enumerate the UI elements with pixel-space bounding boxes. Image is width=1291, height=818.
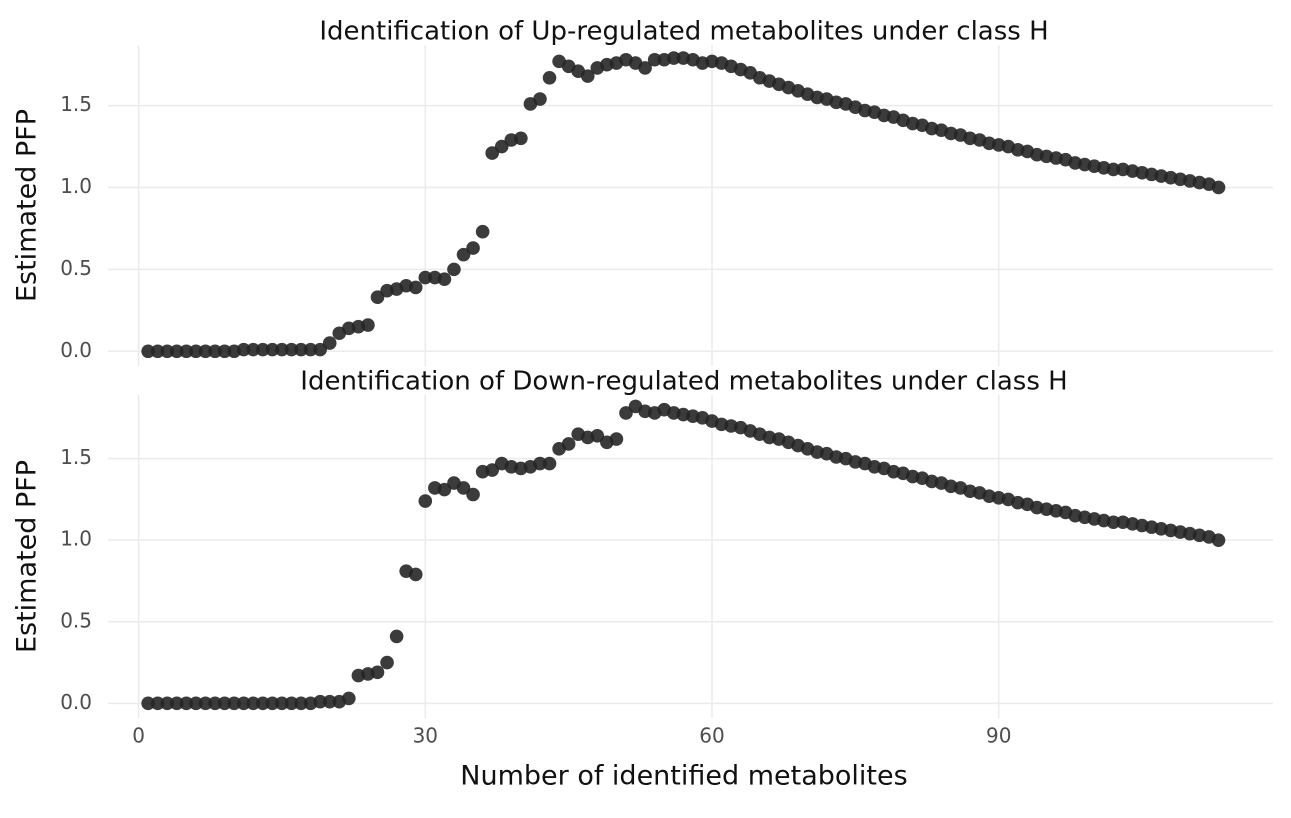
point [1211,180,1226,195]
point [542,456,557,471]
point [370,665,385,680]
point [189,344,203,359]
x-tick-label: 90 [986,724,1011,748]
point [322,694,337,709]
point [494,139,509,154]
x-tick-label: 60 [699,724,724,748]
x-tick-label: 0 [132,724,145,748]
y-tick-label: 1.5 [60,445,92,469]
point [514,131,528,146]
point [533,456,547,471]
point [322,336,337,350]
point [466,241,480,255]
point [389,629,404,644]
point [447,262,461,277]
point [160,344,175,359]
point [150,344,165,359]
point [256,342,270,357]
point [313,342,327,357]
chart-title: Identification of Down-regulated metabol… [300,367,1067,397]
y-axis-label: Estimated PFP [12,109,43,302]
point [380,655,394,670]
y-tick-label: 1.0 [60,174,92,198]
point [647,52,662,67]
point [227,696,241,711]
y-tick-label: 0.5 [60,608,92,632]
y-tick-label: 1.5 [60,92,92,116]
point [437,272,452,286]
point [1106,515,1121,530]
point [561,437,576,451]
point [284,342,299,357]
point [456,481,471,495]
point [198,696,213,711]
point [466,487,480,502]
point [638,61,652,75]
point [1106,162,1121,177]
point [170,696,184,711]
y-axis-label: Estimated PFP [12,460,43,653]
point [275,696,289,711]
point [236,342,251,357]
point [275,342,289,357]
x-tick-label: 30 [413,724,438,748]
point [619,406,633,420]
point [456,247,471,262]
y-tick-label: 0.0 [60,338,92,362]
point [189,696,203,711]
point [208,696,222,711]
point [485,146,499,160]
point [342,691,356,706]
point [256,696,270,711]
y-tick-label: 0.5 [60,256,92,280]
point [533,92,547,106]
point [170,344,184,359]
x-axis-label: Number of identified metabolites [460,761,907,792]
point [265,696,280,711]
point [370,290,385,305]
point [590,428,605,443]
point [408,567,423,582]
y-tick-label: 1.0 [60,527,92,551]
point [361,318,375,332]
point [418,494,433,508]
point [179,696,194,711]
point [485,463,499,477]
y-tick-label: 0.0 [60,690,92,714]
point [666,51,681,65]
point [160,696,175,711]
point [609,432,624,446]
point [246,696,261,711]
point [580,69,595,83]
point [313,694,327,709]
point [141,344,155,359]
point [236,696,251,711]
point [284,696,299,711]
point [179,344,194,359]
point [246,342,261,357]
point [408,280,423,295]
point [437,482,452,497]
point [542,70,557,85]
point [265,342,280,357]
point [1211,533,1226,547]
point [208,344,222,359]
point [294,696,308,711]
point [217,696,232,711]
point [418,270,433,285]
point [303,342,318,357]
point [217,344,232,359]
point [141,696,155,711]
point [475,224,490,239]
point [294,342,308,357]
point [198,344,213,359]
point [150,696,165,711]
chart-title: Identification of Up-regulated metabolit… [319,17,1048,47]
